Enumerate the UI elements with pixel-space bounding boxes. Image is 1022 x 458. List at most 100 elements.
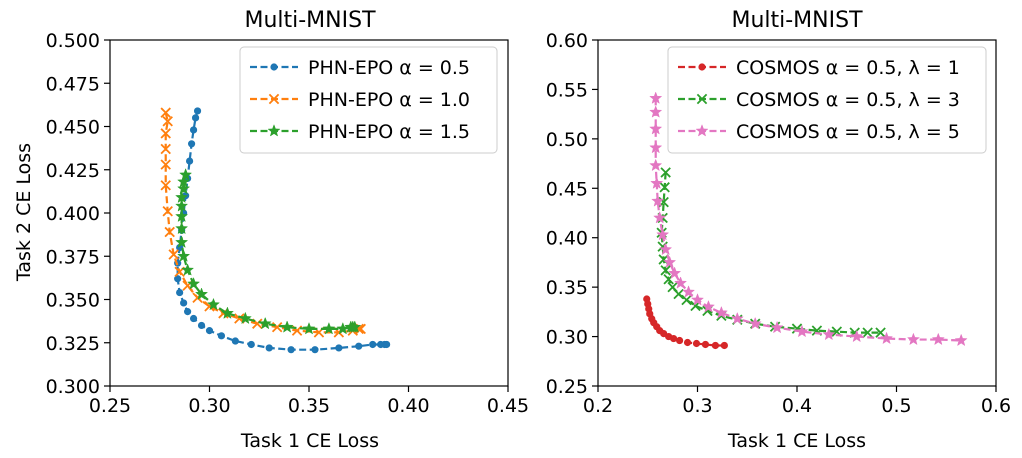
data-point xyxy=(220,306,234,319)
data-point xyxy=(383,340,391,349)
data-point xyxy=(217,332,226,340)
data-point xyxy=(770,320,784,334)
data-point xyxy=(174,275,182,283)
y-tick-label: 0.40 xyxy=(546,228,588,250)
y-tick-label: 0.475 xyxy=(46,73,100,95)
x-tick-label: 0.3 xyxy=(682,395,712,417)
series-right-1 xyxy=(656,167,886,338)
right-chart-panel: Multi-MNIST Task 1 CE Loss 0.2 0.3 0.4 0.5 0… xyxy=(546,8,1011,452)
data-point xyxy=(177,181,191,195)
x-tick-label: 0.25 xyxy=(89,395,131,417)
data-point xyxy=(175,235,189,249)
y-tick-label: 0.30 xyxy=(546,327,588,349)
y-tick-label: 0.50 xyxy=(546,129,588,151)
data-point xyxy=(238,311,252,325)
right-chart-title: Multi-MNIST xyxy=(731,8,863,33)
data-point xyxy=(160,107,171,118)
data-point xyxy=(162,116,173,127)
data-point xyxy=(162,206,173,217)
x-tick-label: 0.40 xyxy=(387,395,429,417)
series-left-2 xyxy=(175,168,362,335)
data-point xyxy=(875,327,886,338)
data-point xyxy=(660,167,671,178)
legend-label: PHN-EPO α = 1.5 xyxy=(308,121,470,143)
data-point xyxy=(180,299,188,307)
data-point xyxy=(656,227,670,241)
data-point xyxy=(197,321,206,330)
data-point xyxy=(683,338,692,347)
data-point xyxy=(720,341,728,350)
y-tick-label: 0.425 xyxy=(46,160,100,182)
legend-label: COSMOS α = 0.5, λ = 3 xyxy=(736,89,960,111)
data-point xyxy=(186,157,194,165)
data-point xyxy=(649,122,663,135)
data-point xyxy=(175,221,189,235)
legend-box xyxy=(667,46,987,154)
series-line xyxy=(180,174,355,331)
data-point xyxy=(175,199,189,212)
legend-marker xyxy=(696,93,708,105)
y-tick-label: 0.375 xyxy=(46,246,100,268)
data-point xyxy=(160,128,171,139)
y-tick-label: 0.500 xyxy=(46,30,100,52)
data-point xyxy=(302,321,316,335)
data-point xyxy=(954,333,968,347)
data-point xyxy=(748,316,762,330)
x-tick-label: 0.4 xyxy=(782,395,812,417)
data-point xyxy=(795,324,809,338)
data-point xyxy=(160,159,171,170)
data-point xyxy=(206,297,221,311)
data-point xyxy=(348,320,362,333)
data-point xyxy=(179,168,193,181)
series-right-2 xyxy=(649,91,968,347)
legend-marker xyxy=(270,63,278,71)
data-point xyxy=(311,346,319,354)
data-point xyxy=(660,265,671,276)
data-point xyxy=(265,344,273,352)
y-tick-label: 0.55 xyxy=(546,79,588,101)
data-point xyxy=(653,211,667,224)
data-point xyxy=(231,337,239,345)
y-tick-label: 0.400 xyxy=(46,203,100,225)
x-tick-label: 0.6 xyxy=(981,395,1011,417)
data-point xyxy=(906,332,920,346)
data-point xyxy=(690,293,705,306)
x-tick-label: 0.2 xyxy=(583,395,613,417)
x-tick-label: 0.35 xyxy=(288,395,330,417)
data-point xyxy=(175,209,189,223)
data-point xyxy=(668,266,682,279)
data-point xyxy=(649,91,663,104)
data-point xyxy=(280,320,294,333)
data-point xyxy=(862,327,873,338)
x-tick-label: 0.5 xyxy=(881,395,911,417)
data-point xyxy=(177,249,191,262)
legend-label: COSMOS α = 0.5, λ = 1 xyxy=(736,57,960,79)
data-point xyxy=(322,321,336,335)
data-point xyxy=(659,182,670,193)
data-point xyxy=(287,346,295,354)
data-point xyxy=(701,340,710,349)
data-point xyxy=(681,285,696,298)
data-point xyxy=(651,194,665,207)
data-point xyxy=(822,327,836,341)
legend: COSMOS α = 0.5, λ = 1 COSMOS α = 0.5, λ =… xyxy=(667,46,987,154)
x-tick-label: 0.45 xyxy=(487,395,529,417)
legend-label: PHN-EPO α = 1.0 xyxy=(308,89,470,111)
data-point xyxy=(160,180,171,191)
right-x-axis-label: Task 1 CE Loss xyxy=(727,430,866,452)
left-chart-panel: Multi-MNIST Task 1 CE Loss Task 2 CE Los… xyxy=(13,8,529,452)
data-point xyxy=(931,332,945,346)
left-chart-title: Multi-MNIST xyxy=(244,8,376,33)
legend-label: COSMOS α = 0.5, λ = 5 xyxy=(736,121,960,143)
data-point xyxy=(189,314,198,323)
data-point xyxy=(184,308,192,316)
data-point xyxy=(711,341,720,350)
data-point xyxy=(247,340,255,349)
data-point xyxy=(650,176,664,189)
series-line xyxy=(660,172,881,334)
data-point xyxy=(194,287,209,300)
data-point xyxy=(160,143,171,155)
data-point xyxy=(675,336,684,345)
data-point xyxy=(674,276,688,289)
